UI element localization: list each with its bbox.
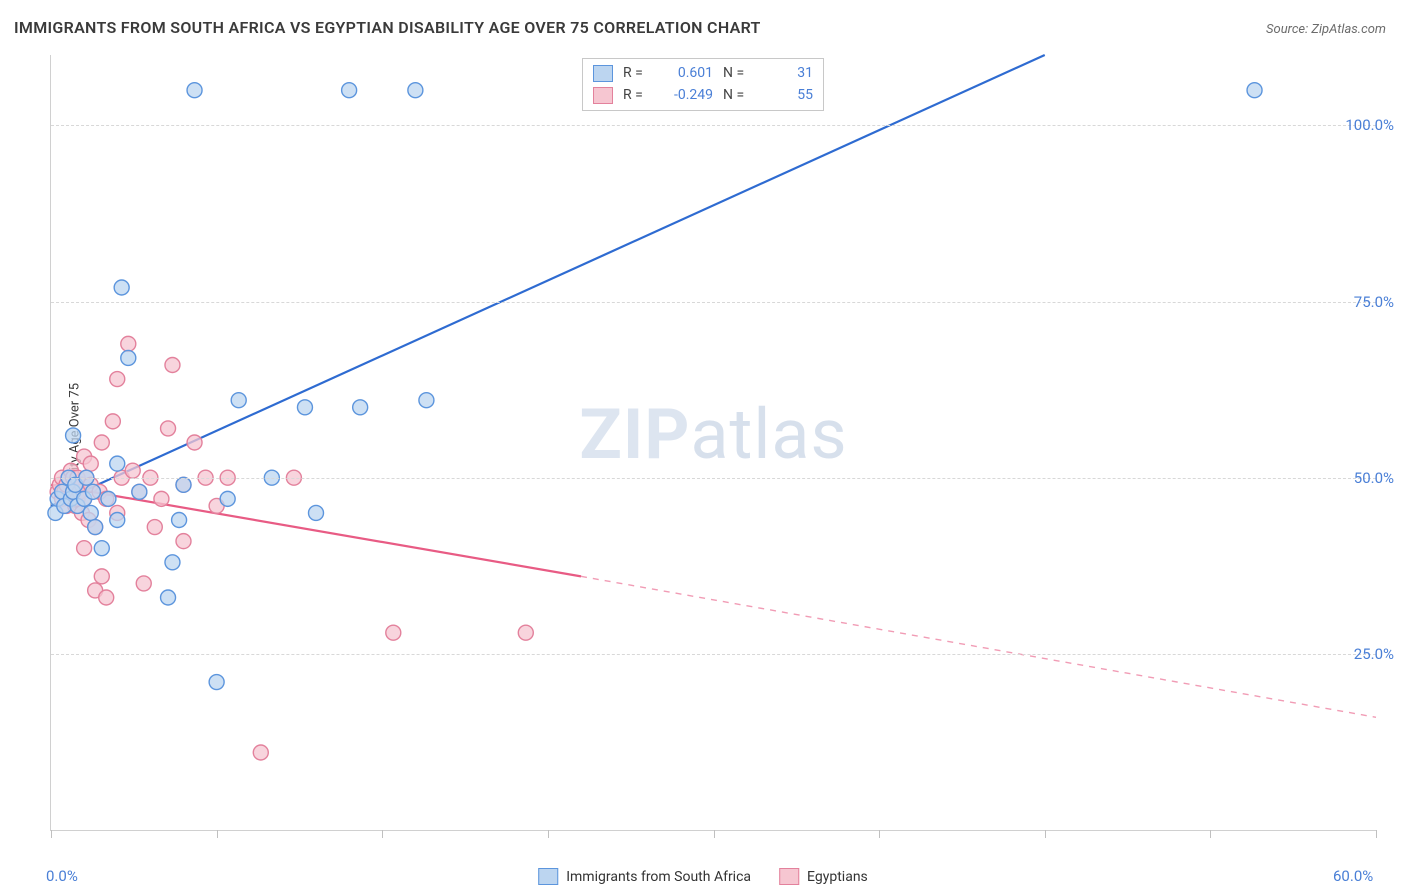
plot-svg [51, 55, 1376, 830]
r-value-eg: -0.249 [661, 87, 713, 103]
n-label-sa: N = [723, 65, 751, 81]
n-label-eg: N = [723, 87, 751, 103]
y-tick-75: 75.0% [1354, 293, 1394, 311]
y-tick-50: 50.0% [1354, 469, 1394, 487]
legend-swatch-sa [538, 868, 558, 885]
legend-swatch-eg [779, 868, 799, 885]
swatch-sa [593, 65, 613, 82]
legend-item-eg: Egyptians [779, 868, 868, 885]
stats-row-eg: R = -0.249 N = 55 [593, 84, 813, 106]
n-value-eg: 55 [761, 87, 813, 103]
x-tick-0: 0.0% [46, 867, 78, 885]
r-label-eg: R = [623, 87, 651, 103]
legend-label-sa: Immigrants from South Africa [566, 869, 751, 885]
swatch-eg [593, 87, 613, 104]
n-value-sa: 31 [761, 65, 813, 81]
stats-legend: R = 0.601 N = 31 R = -0.249 N = 55 [582, 58, 824, 111]
r-value-sa: 0.601 [661, 65, 713, 81]
chart-title: IMMIGRANTS FROM SOUTH AFRICA VS EGYPTIAN… [14, 18, 761, 37]
r-label-sa: R = [623, 65, 651, 81]
y-tick-100: 100.0% [1345, 116, 1394, 134]
plot-area: ZIPatlas [50, 55, 1376, 831]
source-label: Source: ZipAtlas.com [1266, 22, 1386, 37]
legend-label-eg: Egyptians [807, 869, 868, 885]
legend-item-sa: Immigrants from South Africa [538, 868, 751, 885]
x-tick-60: 60.0% [1333, 867, 1373, 885]
y-tick-25: 25.0% [1354, 645, 1394, 663]
stats-row-sa: R = 0.601 N = 31 [593, 62, 813, 84]
series-legend: Immigrants from South Africa Egyptians [538, 868, 868, 885]
